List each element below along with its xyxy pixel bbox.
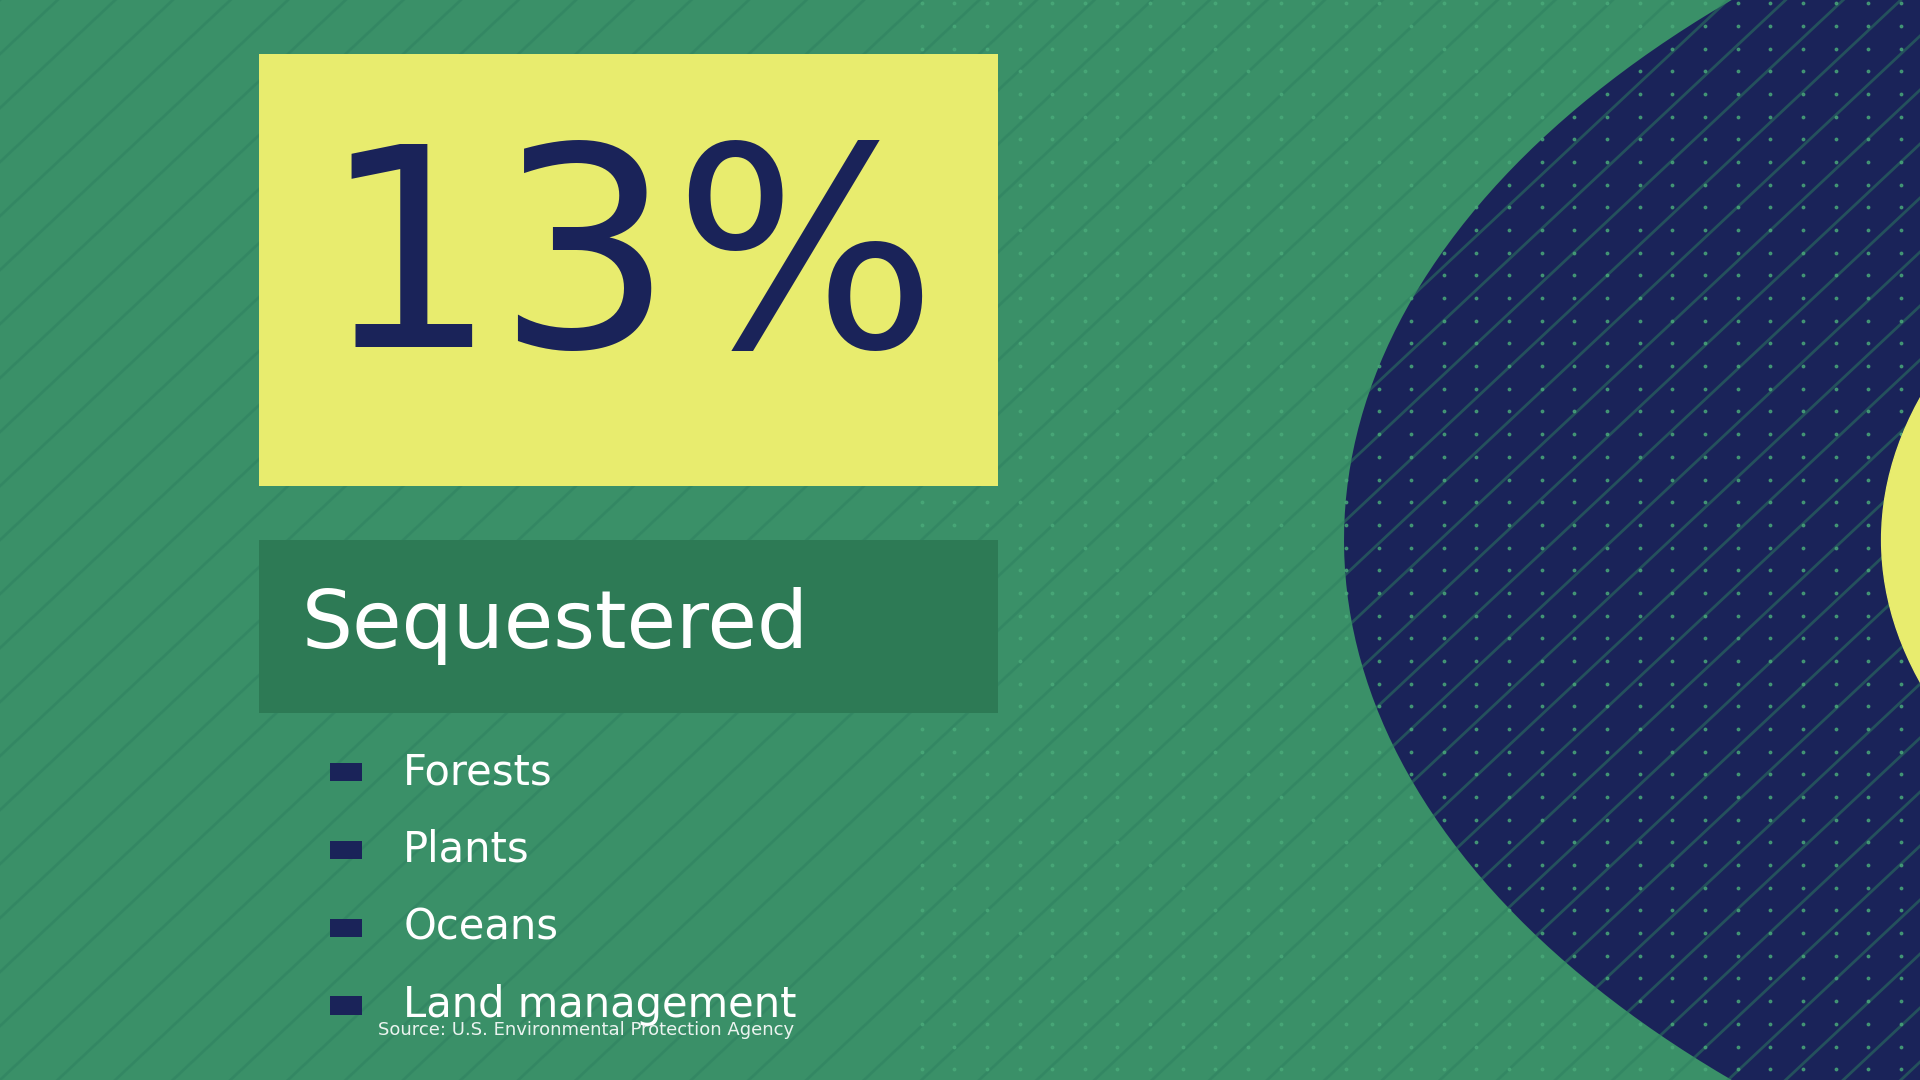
Text: Sequestered: Sequestered: [301, 588, 808, 665]
Polygon shape: [1344, 0, 1920, 1080]
FancyBboxPatch shape: [330, 919, 363, 936]
FancyBboxPatch shape: [330, 764, 363, 781]
FancyBboxPatch shape: [259, 540, 998, 713]
Text: Land management: Land management: [403, 985, 797, 1026]
Text: Plants: Plants: [403, 829, 530, 870]
Text: 13%: 13%: [321, 135, 937, 405]
Circle shape: [1882, 65, 1920, 1015]
Text: Source: U.S. Environmental Protection Agency: Source: U.S. Environmental Protection Ag…: [378, 1021, 793, 1039]
FancyBboxPatch shape: [259, 54, 998, 486]
Text: Oceans: Oceans: [403, 907, 559, 948]
FancyBboxPatch shape: [330, 841, 363, 859]
Polygon shape: [1860, 0, 1920, 170]
FancyBboxPatch shape: [330, 997, 363, 1014]
Text: Forests: Forests: [403, 752, 553, 793]
